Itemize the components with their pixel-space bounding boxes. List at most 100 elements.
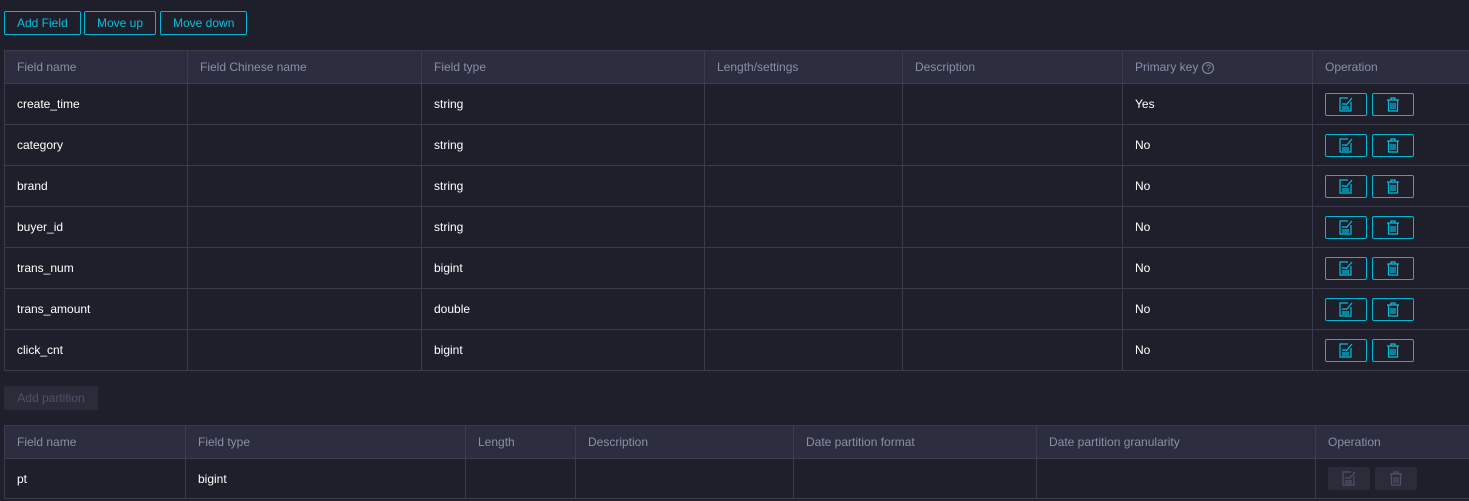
operation-cell bbox=[1312, 83, 1469, 125]
trash-icon bbox=[1386, 220, 1400, 235]
cell-type: double bbox=[421, 288, 705, 330]
edit-button[interactable] bbox=[1325, 174, 1367, 198]
edit-icon bbox=[1341, 470, 1357, 486]
cell-primary-key: No bbox=[1122, 288, 1313, 330]
cell-name: create_time bbox=[4, 83, 188, 125]
cell-length bbox=[704, 206, 903, 248]
edit-icon bbox=[1338, 220, 1354, 235]
col-date-partition-granularity: Date partition granularity bbox=[1036, 425, 1316, 459]
table-row: click_cnt bigint No bbox=[4, 329, 1469, 371]
col-field-type: Field type bbox=[421, 50, 705, 84]
edit-button[interactable] bbox=[1325, 215, 1367, 239]
cell-description bbox=[902, 165, 1123, 207]
trash-icon bbox=[1386, 179, 1400, 194]
cell-type: string bbox=[421, 165, 705, 207]
trash-icon bbox=[1389, 470, 1403, 486]
cell-description bbox=[902, 83, 1123, 125]
trash-icon bbox=[1386, 343, 1400, 358]
cell-primary-key: No bbox=[1122, 247, 1313, 289]
cell-chinese-name bbox=[187, 165, 422, 207]
cell-name: brand bbox=[4, 165, 188, 207]
cell-type: string bbox=[421, 206, 705, 248]
table-header: Field name Field type Length Description… bbox=[4, 425, 1469, 459]
cell-type: bigint bbox=[421, 329, 705, 371]
edit-icon bbox=[1338, 302, 1354, 317]
col-description: Description bbox=[902, 50, 1123, 84]
delete-button[interactable] bbox=[1372, 133, 1414, 157]
cell-description bbox=[575, 458, 794, 499]
col-operation: Operation bbox=[1315, 425, 1469, 459]
edit-icon bbox=[1338, 343, 1354, 358]
delete-button[interactable] bbox=[1372, 256, 1414, 280]
col-description: Description bbox=[575, 425, 794, 459]
cell-name: pt bbox=[4, 458, 186, 499]
col-field-type: Field type bbox=[185, 425, 466, 459]
operation-cell bbox=[1312, 165, 1469, 207]
cell-length bbox=[704, 247, 903, 289]
edit-button[interactable] bbox=[1328, 467, 1370, 490]
cell-type: bigint bbox=[421, 247, 705, 289]
cell-name: click_cnt bbox=[4, 329, 188, 371]
cell-name: category bbox=[4, 124, 188, 166]
edit-button[interactable] bbox=[1325, 297, 1367, 321]
move-up-button[interactable]: Move up bbox=[84, 11, 157, 35]
cell-name: trans_num bbox=[4, 247, 188, 289]
edit-icon bbox=[1338, 179, 1354, 194]
cell-chinese-name bbox=[187, 247, 422, 289]
cell-chinese-name bbox=[187, 83, 422, 125]
delete-button[interactable] bbox=[1372, 215, 1414, 239]
cell-description bbox=[902, 247, 1123, 289]
operation-cell bbox=[1315, 458, 1469, 499]
operation-cell bbox=[1312, 206, 1469, 248]
cell-primary-key: No bbox=[1122, 329, 1313, 371]
cell-type: bigint bbox=[185, 458, 466, 499]
cell-description bbox=[902, 288, 1123, 330]
operation-cell bbox=[1312, 329, 1469, 371]
cell-name: trans_amount bbox=[4, 288, 188, 330]
cell-type: string bbox=[421, 83, 705, 125]
move-down-button[interactable]: Move down bbox=[160, 11, 248, 35]
edit-icon bbox=[1338, 138, 1354, 153]
trash-icon bbox=[1386, 97, 1400, 112]
trash-icon bbox=[1386, 261, 1400, 276]
cell-description bbox=[902, 206, 1123, 248]
question-circle-icon[interactable]: ? bbox=[1202, 61, 1215, 74]
operation-cell bbox=[1312, 124, 1469, 166]
add-partition-button[interactable]: Add partition bbox=[4, 386, 98, 410]
table-header: Field name Field Chinese name Field type… bbox=[4, 50, 1469, 84]
table-row: trans_amount double No bbox=[4, 288, 1469, 330]
delete-button[interactable] bbox=[1372, 174, 1414, 198]
delete-button[interactable] bbox=[1375, 467, 1417, 490]
edit-button[interactable] bbox=[1325, 133, 1367, 157]
cell-chinese-name bbox=[187, 329, 422, 371]
col-length-settings: Length/settings bbox=[704, 50, 903, 84]
table-row: brand string No bbox=[4, 165, 1469, 207]
col-date-partition-format: Date partition format bbox=[793, 425, 1037, 459]
table-row: pt bigint bbox=[4, 458, 1469, 499]
edit-icon bbox=[1338, 97, 1354, 112]
trash-icon bbox=[1386, 138, 1400, 153]
cell-chinese-name bbox=[187, 206, 422, 248]
delete-button[interactable] bbox=[1372, 338, 1414, 362]
col-operation: Operation bbox=[1312, 50, 1469, 84]
cell-description bbox=[902, 124, 1123, 166]
trash-icon bbox=[1386, 302, 1400, 317]
edit-button[interactable] bbox=[1325, 338, 1367, 362]
operation-cell bbox=[1312, 288, 1469, 330]
delete-button[interactable] bbox=[1372, 297, 1414, 321]
table-row: trans_num bigint No bbox=[4, 247, 1469, 289]
delete-button[interactable] bbox=[1372, 92, 1414, 116]
edit-button[interactable] bbox=[1325, 256, 1367, 280]
col-field-name: Field name bbox=[4, 50, 188, 84]
cell-chinese-name bbox=[187, 288, 422, 330]
col-length: Length bbox=[465, 425, 576, 459]
cell-primary-key: Yes bbox=[1122, 83, 1313, 125]
col-primary-key: Primary key? bbox=[1122, 50, 1313, 84]
add-field-button[interactable]: Add Field bbox=[4, 11, 81, 35]
edit-button[interactable] bbox=[1325, 92, 1367, 116]
fields-table: Field name Field Chinese name Field type… bbox=[4, 50, 1469, 371]
cell-description bbox=[902, 329, 1123, 371]
cell-granularity bbox=[1036, 458, 1316, 499]
table-row: create_time string Yes bbox=[4, 83, 1469, 125]
cell-length bbox=[704, 288, 903, 330]
